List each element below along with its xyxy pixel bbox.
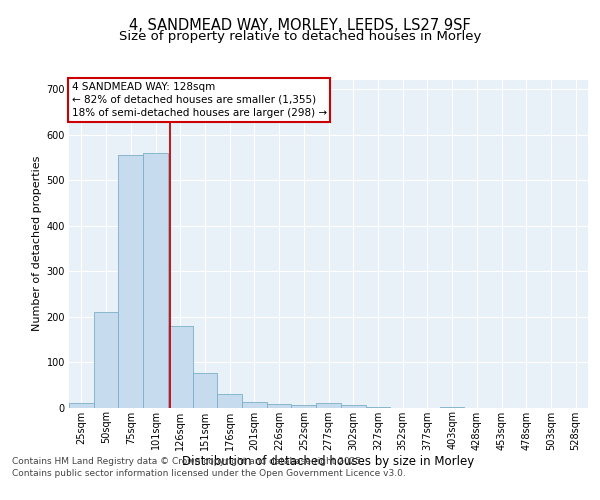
Bar [193,374,217,408]
X-axis label: Distribution of detached houses by size in Morley: Distribution of detached houses by size … [182,456,475,468]
Y-axis label: Number of detached properties: Number of detached properties [32,156,42,332]
Bar [94,312,118,408]
Bar [341,405,365,407]
Bar [316,403,341,407]
Bar [217,394,242,407]
Bar [69,403,94,407]
Text: 4, SANDMEAD WAY, MORLEY, LEEDS, LS27 9SF: 4, SANDMEAD WAY, MORLEY, LEEDS, LS27 9SF [129,18,471,32]
Text: Size of property relative to detached houses in Morley: Size of property relative to detached ho… [119,30,481,43]
Text: 4 SANDMEAD WAY: 128sqm
← 82% of detached houses are smaller (1,355)
18% of semi-: 4 SANDMEAD WAY: 128sqm ← 82% of detached… [71,82,327,118]
Bar [267,404,292,407]
Bar [143,153,168,407]
Bar [292,405,316,407]
Bar [118,155,143,407]
Text: Contains HM Land Registry data © Crown copyright and database right 2025.
Contai: Contains HM Land Registry data © Crown c… [12,458,406,478]
Bar [242,402,267,407]
Bar [168,326,193,407]
Bar [365,406,390,408]
